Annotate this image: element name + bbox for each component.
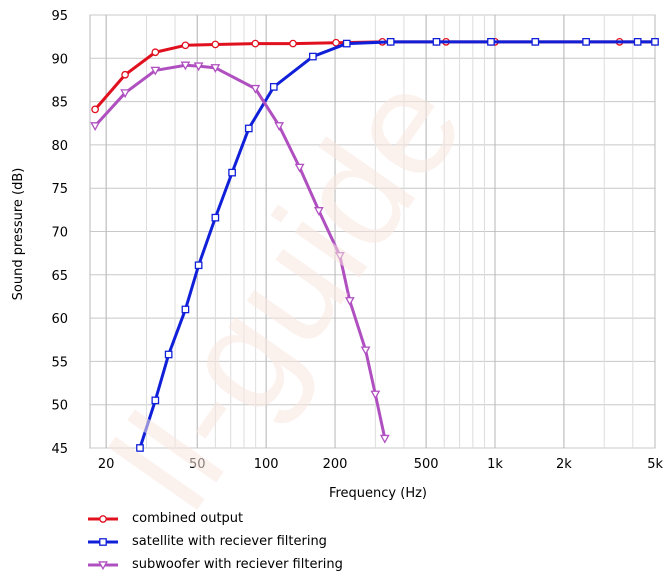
y-tick-label: 75 xyxy=(51,182,68,197)
data-point xyxy=(309,52,317,61)
series-line xyxy=(94,63,387,439)
x-tick-label: 50 xyxy=(189,457,206,472)
legend-label: combined output xyxy=(132,511,244,526)
data-point xyxy=(136,444,144,452)
data-point xyxy=(194,261,203,270)
data-point xyxy=(274,122,285,131)
data-point xyxy=(386,37,395,46)
x-tick-label: 5k xyxy=(647,457,663,472)
data-point xyxy=(531,37,540,46)
data-point xyxy=(99,537,107,546)
legend: combined output satellite with reciever f… xyxy=(88,507,343,576)
y-tick-label: 70 xyxy=(51,226,68,241)
legend-item: combined output xyxy=(88,507,343,530)
legend-swatch xyxy=(88,514,118,523)
y-axis-title: Sound pressure (dB) xyxy=(11,168,26,301)
legend-label: satellite with reciever filtering xyxy=(132,534,327,549)
data-point xyxy=(269,83,278,91)
data-point xyxy=(370,390,381,400)
data-point xyxy=(150,66,161,76)
data-point xyxy=(99,514,107,523)
data-point xyxy=(164,350,173,359)
series-layer xyxy=(90,37,659,452)
data-point xyxy=(151,396,160,405)
data-point xyxy=(633,37,642,46)
series-2 xyxy=(136,37,659,452)
data-point xyxy=(98,560,108,570)
y-tick-label: 50 xyxy=(51,399,68,414)
legend-item: satellite with reciever filtering xyxy=(88,530,343,553)
y-tick-label: 60 xyxy=(51,312,68,327)
data-point xyxy=(210,64,221,73)
x-tick-label: 500 xyxy=(414,457,439,472)
data-point xyxy=(582,37,590,46)
y-tick-label: 80 xyxy=(51,139,68,154)
data-point xyxy=(289,39,297,48)
series-3 xyxy=(90,61,390,444)
data-point xyxy=(313,207,324,216)
x-tick-label: 1k xyxy=(487,457,503,472)
y-tick-label: 85 xyxy=(51,96,68,111)
data-point xyxy=(332,38,340,47)
x-axis-title: Frequency (Hz) xyxy=(329,486,427,501)
legend-swatch xyxy=(88,537,118,546)
data-point xyxy=(379,434,390,444)
data-point xyxy=(180,61,191,71)
data-point xyxy=(120,89,131,99)
data-point xyxy=(181,41,190,50)
data-point xyxy=(344,297,355,306)
y-tick-label: 55 xyxy=(51,355,68,370)
y-tick-label: 65 xyxy=(51,269,68,284)
legend-swatch xyxy=(88,560,118,570)
legend-label: subwoofer with reciever filtering xyxy=(132,557,343,572)
y-tick-label: 45 xyxy=(51,442,68,457)
data-point xyxy=(342,39,351,48)
data-point xyxy=(151,48,160,57)
data-point xyxy=(360,346,371,356)
data-point xyxy=(487,37,495,46)
data-point xyxy=(211,213,220,222)
series-line xyxy=(138,40,655,449)
data-point xyxy=(228,168,236,177)
data-point xyxy=(250,84,261,94)
data-point xyxy=(193,62,204,72)
x-tick-label: 100 xyxy=(254,457,279,472)
axes-labels: 45 50 55 60 65 70 75 80 85 90 95 20 50 100 200 500 1k 2k 5… xyxy=(51,9,663,472)
data-point xyxy=(91,105,99,114)
data-point xyxy=(251,39,260,48)
x-tick-label: 20 xyxy=(98,457,115,472)
data-point xyxy=(244,124,253,133)
x-tick-label: 2k xyxy=(556,457,572,472)
y-tick-label: 90 xyxy=(51,52,68,67)
data-point xyxy=(181,305,190,314)
grid-lines xyxy=(89,14,656,449)
data-point xyxy=(651,37,659,46)
data-point xyxy=(294,163,305,173)
legend-item: subwoofer with reciever filtering xyxy=(88,553,343,576)
x-tick-label: 200 xyxy=(323,457,348,472)
data-point xyxy=(432,37,441,46)
data-point xyxy=(211,40,220,49)
y-tick-label: 95 xyxy=(51,9,68,24)
data-point xyxy=(121,70,129,79)
data-point xyxy=(90,122,101,131)
data-point xyxy=(334,252,345,261)
